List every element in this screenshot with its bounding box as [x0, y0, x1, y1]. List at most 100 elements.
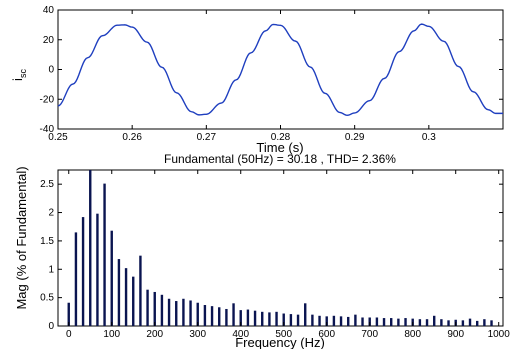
- spectrum-x-label: Frequency (Hz): [235, 335, 325, 349]
- spectrum-bar: [81, 217, 85, 326]
- spectrum-bar: [368, 317, 371, 326]
- spectrum-frame: [57, 169, 504, 327]
- spectrum-bar: [232, 303, 235, 326]
- spectrum-x-tick-label: 800: [404, 329, 421, 340]
- spectrum-x-tick-label: 200: [146, 329, 163, 340]
- time-plot-y-label-sub: sc: [18, 69, 28, 79]
- spectrum-bar: [110, 230, 113, 326]
- time-plot-y-ticks: -40 -20 0 20 40: [40, 5, 503, 135]
- spectrum-bar: [282, 313, 285, 326]
- spectrum-bar: [468, 318, 472, 326]
- spectrum-title: Fundamental (50Hz) = 30.18 , THD= 2.36%: [164, 152, 396, 166]
- spectrum-bar: [425, 319, 429, 326]
- spectrum-bar: [124, 268, 128, 326]
- spectrum-bar: [289, 314, 293, 326]
- spectrum-bar: [103, 183, 106, 326]
- spectrum-y-tick-label: 2: [48, 208, 54, 219]
- spectrum-bar: [390, 318, 393, 326]
- time-plot-y-label-main: i: [10, 78, 25, 81]
- spectrum-bar: [318, 315, 321, 326]
- time-plot-y-tick-label: 0: [48, 65, 54, 76]
- time-plot-x-tick-label: 0.26: [122, 132, 142, 143]
- spectrum-bar: [139, 255, 142, 326]
- spectrum-bar: [175, 301, 178, 326]
- spectrum-y-tick-label: 0: [48, 321, 54, 332]
- time-plot-current-line: [57, 23, 503, 117]
- time-plot-x-tick-label: 0.28: [271, 132, 291, 143]
- spectrum-bar: [218, 307, 221, 326]
- time-plot-x-tick-label: 0.27: [197, 132, 217, 143]
- spectrum-y-ticks: 0 0.5 1 1.5 2 2.5: [40, 179, 503, 332]
- spectrum-y-tick-label: 1.5: [40, 236, 54, 247]
- spectrum-y-label: Mag (% of Fundamental): [14, 166, 29, 309]
- spectrum-bar: [397, 318, 400, 326]
- spectrum-bar: [146, 289, 149, 326]
- spectrum-bar: [167, 298, 171, 326]
- spectrum-bar: [404, 318, 407, 326]
- time-plot-x-ticks: 0.25 0.26 0.27 0.28 0.29 0.3: [48, 10, 436, 143]
- spectrum-bar: [67, 302, 70, 326]
- spectrum-bar: [382, 318, 386, 326]
- spectrum-bar: [304, 303, 307, 326]
- spectrum-bar: [196, 302, 199, 326]
- spectrum-x-tick-label: 700: [361, 329, 378, 340]
- spectrum-bar: [153, 291, 156, 326]
- spectrum-bar: [253, 310, 257, 326]
- time-plot-y-tick-label: 20: [43, 35, 55, 46]
- spectrum-bar: [347, 316, 350, 326]
- spectrum-bar: [132, 276, 135, 326]
- spectrum-bar: [490, 320, 493, 326]
- svg-text:isc: isc: [10, 69, 28, 81]
- spectrum-plot: Fundamental (50Hz) = 30.18 , THD= 2.36% …: [14, 152, 510, 349]
- spectrum-bar: [354, 314, 357, 326]
- spectrum-bar: [375, 317, 379, 326]
- time-plot-x-tick-label: 0.29: [345, 132, 365, 143]
- spectrum-bar: [74, 232, 78, 326]
- spectrum-bar: [361, 317, 364, 326]
- time-plot-y-tick-label: -20: [40, 94, 55, 105]
- spectrum-bar: [476, 320, 479, 326]
- spectrum-bar: [461, 320, 465, 326]
- spectrum-bar: [210, 306, 214, 326]
- spectrum-bar: [447, 320, 450, 326]
- spectrum-x-tick-label: 500: [275, 329, 292, 340]
- spectrum-bar: [275, 311, 278, 326]
- spectrum-bar: [182, 298, 185, 326]
- spectrum-x-ticks: 0 100 200 300 400 500 600 700 800 900 1000: [66, 170, 510, 340]
- spectrum-y-tick-label: 0.5: [40, 293, 54, 304]
- time-plot-y-label: isc: [10, 69, 28, 81]
- spectrum-x-tick-label: 1000: [488, 329, 510, 340]
- spectrum-bar: [261, 311, 264, 326]
- spectrum-bar: [433, 315, 436, 326]
- spectrum-bar: [418, 319, 422, 326]
- spectrum-bar: [225, 308, 228, 326]
- spectrum-y-tick-label: 2.5: [40, 179, 54, 190]
- spectrum-bar: [189, 300, 192, 326]
- time-plot-y-tick-label: -40: [40, 124, 55, 135]
- spectrum-bar: [96, 213, 99, 326]
- spectrum-bar: [483, 319, 486, 326]
- spectrum-bar: [440, 319, 443, 326]
- spectrum-bar: [117, 259, 121, 326]
- time-plot-x-tick-label: 0.3: [422, 132, 436, 143]
- spectrum-bar: [160, 294, 164, 326]
- spectrum-x-tick-label: 600: [318, 329, 335, 340]
- spectrum-bar: [332, 315, 336, 326]
- spectrum-bar: [296, 314, 300, 326]
- spectrum-x-tick-label: 400: [232, 329, 249, 340]
- spectrum-bar: [325, 316, 328, 326]
- spectrum-x-tick-label: 900: [447, 329, 464, 340]
- spectrum-bar: [246, 309, 250, 326]
- spectrum-x-tick-label: 300: [189, 329, 206, 340]
- time-plot-x-label: Time (s): [256, 140, 303, 155]
- spectrum-x-tick-label: 0: [66, 329, 72, 340]
- spectrum-bar: [339, 316, 343, 326]
- time-plot-x-tick-label: 0.25: [48, 132, 68, 143]
- time-plot-y-tick-label: 40: [43, 5, 55, 16]
- spectrum-x-tick-label: 100: [103, 329, 120, 340]
- spectrum-bar: [268, 312, 271, 326]
- spectrum-y-tick-label: 1: [48, 264, 54, 275]
- spectrum-bar: [311, 314, 314, 326]
- spectrum-bar: [239, 310, 242, 326]
